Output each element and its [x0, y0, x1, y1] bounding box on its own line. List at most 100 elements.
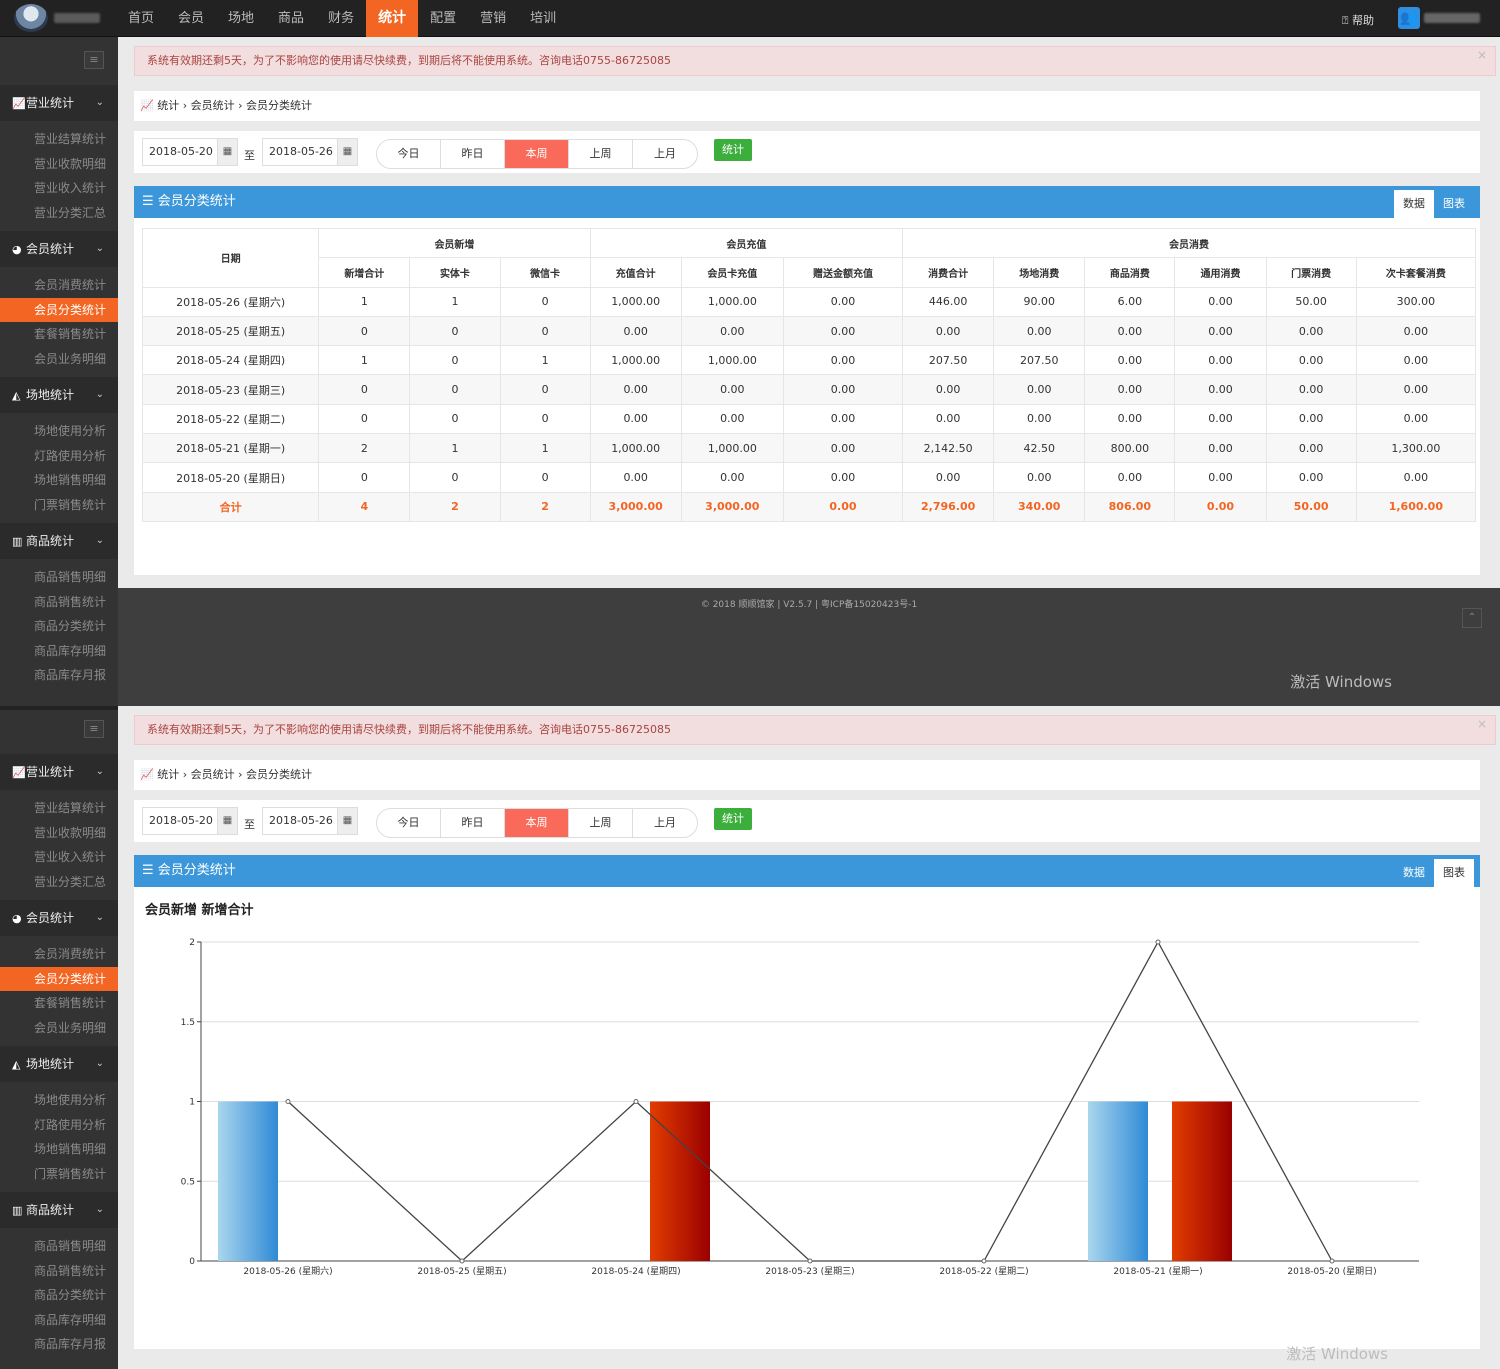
sidebar-item[interactable]: 套餐销售统计 [34, 996, 107, 1010]
nav-item[interactable]: 营销 [480, 11, 507, 26]
range-button[interactable]: 本周 [505, 809, 569, 837]
range-button[interactable]: 昨日 [441, 140, 505, 168]
sidebar-group-header[interactable]: ◭ 场地统计 ⌄ [0, 377, 118, 413]
start-date-input[interactable]: 2018-05-20 ▦ [142, 807, 238, 835]
table-cell: 1 [499, 345, 591, 376]
stat-button[interactable]: 统计 [714, 808, 752, 830]
sidebar-item[interactable]: 营业结算统计 [34, 132, 107, 146]
range-button[interactable]: 上月 [654, 816, 676, 829]
sidebar-item[interactable]: 商品库存明细 [34, 1312, 107, 1327]
end-date-input[interactable]: 2018-05-26 ▦ [262, 807, 358, 835]
sidebar-item[interactable]: 商品分类统计 [34, 619, 107, 633]
logo-icon[interactable] [14, 4, 48, 32]
main-nav: 首页 会员 场地 商品 财务 统计 配置 营销 培训 [116, 0, 568, 37]
sidebar-group-header[interactable]: ▥ 商品统计 ⌄ [0, 1192, 118, 1228]
group-header: 会员新增 [318, 227, 591, 259]
sidebar-item[interactable]: 场地销售明细 [34, 473, 107, 487]
sidebar-item[interactable]: 商品销售明细 [34, 570, 107, 584]
sidebar-group-header[interactable]: ◕ 会员统计 ⌄ [0, 231, 118, 267]
sidebar-item[interactable]: 营业收入统计 [34, 850, 107, 864]
start-date-input[interactable]: 2018-05-20 ▦ [142, 138, 238, 166]
sidebar-item[interactable]: 会员分类统计 [0, 966, 118, 991]
tab-chart[interactable]: 图表 [1443, 197, 1465, 210]
calendar-icon[interactable]: ▦ [217, 808, 237, 834]
sidebar-group-header[interactable]: ◕ 会员统计 ⌄ [0, 900, 118, 936]
end-date-input[interactable]: 2018-05-26 ▦ [262, 138, 358, 166]
sidebar-item[interactable]: 商品库存明细 [34, 643, 107, 658]
sidebar-group-header[interactable]: ◭ 场地统计 ⌄ [0, 1046, 118, 1082]
range-button[interactable]: 今日 [377, 140, 441, 168]
menu-toggle-icon[interactable]: ≡ [84, 51, 104, 69]
sidebar-item[interactable]: 场地销售明细 [34, 1142, 107, 1156]
tab-data[interactable]: 数据 [1394, 190, 1434, 218]
sidebar-item[interactable]: 门票销售统计 [34, 1166, 107, 1181]
sidebar-item[interactable]: 营业收款明细 [34, 825, 107, 840]
range-button[interactable]: 上月 [654, 147, 676, 160]
close-icon[interactable]: × [1476, 48, 1487, 62]
sidebar-item[interactable]: 营业收款明细 [34, 156, 107, 171]
nav-item[interactable]: 商品 [278, 11, 305, 26]
table-cell: 0.00 [993, 374, 1086, 405]
sidebar-item[interactable]: 商品销售统计 [34, 594, 107, 609]
sidebar-item[interactable]: 会员消费统计 [34, 947, 107, 961]
username-blurred[interactable] [1424, 13, 1480, 23]
sidebar-group-header[interactable]: 📈营业统计 ⌄ [0, 754, 118, 790]
calendar-icon[interactable]: ▦ [337, 139, 357, 165]
range-button[interactable]: 上周 [569, 809, 633, 837]
sidebar-group-header[interactable]: ▥ 商品统计 ⌄ [0, 523, 118, 559]
sidebar-item[interactable]: 套餐销售统计 [34, 327, 107, 341]
sidebar-group-header[interactable]: 📈营业统计 ⌄ [0, 85, 118, 121]
sidebar-item[interactable]: 商品销售明细 [34, 1239, 107, 1253]
sidebar-item[interactable]: 商品分类统计 [34, 1288, 107, 1302]
sidebar-item[interactable]: 灯路使用分析 [34, 1117, 107, 1132]
sidebar-item[interactable]: 营业分类汇总 [34, 205, 107, 220]
nav-item[interactable]: 统计 [366, 0, 419, 37]
tab-chart[interactable]: 图表 [1434, 859, 1474, 887]
table-cell: 6.00 [1084, 286, 1176, 317]
nav-item[interactable]: 配置 [430, 11, 457, 26]
table-cell: 0.00 [1265, 462, 1357, 493]
sidebar-items: 商品销售明细 商品销售统计 商品分类统计 商品库存明细 商品库存月报 [0, 1228, 118, 1361]
table-cell: 2018-05-21 (星期一) [141, 433, 320, 464]
sidebar-item[interactable]: 门票销售统计 [34, 497, 107, 512]
stat-button[interactable]: 统计 [714, 139, 752, 161]
avatar[interactable]: 👥 [1398, 7, 1420, 29]
table-cell: 0.00 [902, 403, 995, 435]
sidebar-item[interactable]: 商品销售统计 [34, 1263, 107, 1278]
nav-item[interactable]: 场地 [228, 11, 255, 26]
back-to-top-icon[interactable]: ⌃ [1462, 608, 1482, 628]
table-group-header-row: 日期 会员新增 会员充值 会员消费 [141, 227, 1476, 288]
sidebar-group: 📈营业统计 ⌄ 营业结算统计 营业收款明细 营业收入统计 营业分类汇总 [0, 85, 118, 229]
sidebar-item[interactable]: 营业收入统计 [34, 181, 107, 195]
sidebar-item[interactable]: 会员业务明细 [34, 351, 107, 366]
nav-item[interactable]: 会员 [178, 11, 205, 26]
sidebar-item[interactable]: 场地使用分析 [34, 424, 107, 438]
menu-toggle-icon[interactable]: ≡ [84, 720, 104, 738]
table-cell: 0.00 [993, 315, 1086, 347]
range-button[interactable]: 昨日 [441, 809, 505, 837]
sidebar-item[interactable]: 会员业务明细 [34, 1020, 107, 1035]
range-button[interactable]: 上周 [569, 140, 633, 168]
range-button[interactable]: 今日 [377, 809, 441, 837]
range-button[interactable]: 本周 [505, 140, 569, 168]
table-cell: 2018-05-23 (星期三) [141, 374, 320, 405]
sidebar-item[interactable]: 会员分类统计 [0, 297, 118, 322]
close-icon[interactable]: × [1476, 717, 1487, 731]
table-cell: 800.00 [1084, 433, 1176, 464]
breadcrumb: 📈 统计 › 会员统计 › 会员分类统计 [134, 760, 1480, 790]
help-link[interactable]: ⍰ 帮助 [1341, 14, 1374, 27]
sidebar-item[interactable]: 营业结算统计 [34, 801, 107, 815]
nav-item[interactable]: 培训 [530, 11, 557, 26]
sidebar-item[interactable]: 灯路使用分析 [34, 448, 107, 463]
tab-data[interactable]: 数据 [1403, 866, 1425, 879]
sidebar-item[interactable]: 营业分类汇总 [34, 874, 107, 889]
calendar-icon[interactable]: ▦ [217, 139, 237, 165]
nav-item[interactable]: 首页 [128, 11, 155, 26]
sidebar-item[interactable]: 商品库存月报 [34, 668, 107, 682]
sidebar-item[interactable]: 会员消费统计 [34, 278, 107, 292]
sidebar-item[interactable]: 商品库存月报 [34, 1337, 107, 1351]
nav-item[interactable]: 财务 [328, 11, 355, 26]
sidebar-item[interactable]: 场地使用分析 [34, 1093, 107, 1107]
sidebar-group: ◭ 场地统计 ⌄ 场地使用分析 灯路使用分析 场地销售明细 门票销售统计 [0, 377, 118, 521]
calendar-icon[interactable]: ▦ [337, 808, 357, 834]
